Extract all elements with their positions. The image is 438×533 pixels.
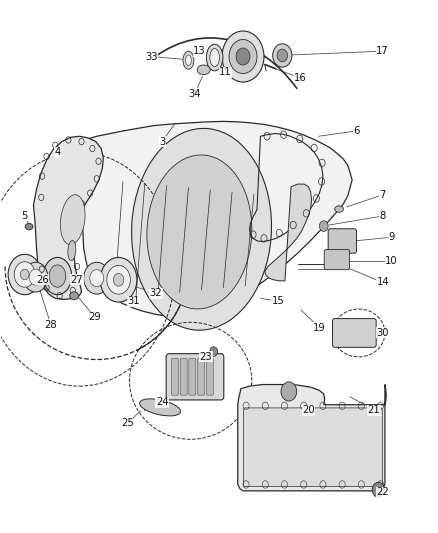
- Text: 4: 4: [54, 147, 60, 157]
- Ellipse shape: [210, 49, 219, 67]
- Text: 23: 23: [200, 352, 212, 362]
- Ellipse shape: [147, 155, 252, 309]
- Text: 16: 16: [293, 73, 306, 83]
- FancyBboxPatch shape: [180, 359, 187, 395]
- Circle shape: [372, 482, 385, 497]
- Polygon shape: [238, 384, 386, 491]
- FancyBboxPatch shape: [171, 359, 178, 395]
- Text: 6: 6: [353, 126, 360, 136]
- Circle shape: [281, 382, 297, 401]
- Text: 22: 22: [376, 488, 389, 497]
- FancyBboxPatch shape: [206, 359, 213, 395]
- Circle shape: [84, 262, 110, 294]
- Text: 30: 30: [377, 328, 389, 338]
- FancyBboxPatch shape: [332, 319, 376, 348]
- Text: 7: 7: [380, 190, 386, 200]
- Text: 11: 11: [219, 68, 232, 77]
- Circle shape: [236, 48, 250, 65]
- Ellipse shape: [43, 257, 72, 295]
- Text: 29: 29: [88, 312, 101, 322]
- FancyBboxPatch shape: [166, 354, 224, 400]
- Circle shape: [20, 269, 29, 280]
- Ellipse shape: [68, 240, 76, 261]
- Circle shape: [90, 270, 104, 287]
- Text: 26: 26: [36, 275, 49, 285]
- Circle shape: [210, 347, 218, 357]
- Text: 20: 20: [302, 405, 315, 415]
- Circle shape: [229, 39, 257, 74]
- Ellipse shape: [49, 265, 66, 287]
- FancyBboxPatch shape: [328, 229, 357, 253]
- Ellipse shape: [70, 292, 78, 300]
- FancyBboxPatch shape: [244, 408, 382, 487]
- Text: 25: 25: [121, 418, 134, 429]
- Ellipse shape: [206, 44, 223, 71]
- Ellipse shape: [131, 128, 272, 330]
- Circle shape: [107, 265, 131, 294]
- Circle shape: [29, 269, 42, 285]
- Circle shape: [319, 221, 328, 231]
- Ellipse shape: [25, 223, 33, 230]
- Ellipse shape: [140, 399, 180, 416]
- Ellipse shape: [60, 195, 85, 245]
- Text: 33: 33: [145, 52, 158, 61]
- Text: 19: 19: [313, 322, 326, 333]
- Ellipse shape: [183, 51, 194, 69]
- Text: 8: 8: [380, 211, 386, 221]
- Ellipse shape: [197, 65, 210, 75]
- FancyBboxPatch shape: [198, 359, 205, 395]
- Ellipse shape: [186, 55, 191, 66]
- Text: 5: 5: [21, 211, 28, 221]
- Text: 14: 14: [376, 278, 389, 287]
- Polygon shape: [81, 122, 352, 316]
- Text: 24: 24: [156, 397, 169, 407]
- Circle shape: [277, 49, 288, 62]
- Ellipse shape: [335, 206, 343, 212]
- FancyBboxPatch shape: [324, 249, 350, 270]
- Text: 28: 28: [45, 320, 57, 330]
- Circle shape: [8, 254, 41, 295]
- Circle shape: [100, 257, 137, 302]
- Circle shape: [222, 31, 264, 82]
- Text: 17: 17: [376, 46, 389, 56]
- Text: 9: 9: [388, 232, 395, 243]
- Text: 10: 10: [385, 256, 398, 266]
- Polygon shape: [33, 136, 103, 300]
- Text: 27: 27: [71, 275, 84, 285]
- Circle shape: [23, 262, 48, 292]
- Text: 34: 34: [189, 88, 201, 99]
- Text: 32: 32: [149, 288, 162, 298]
- Text: 21: 21: [367, 405, 380, 415]
- Circle shape: [273, 44, 292, 67]
- Text: 13: 13: [193, 46, 206, 56]
- Circle shape: [113, 273, 124, 286]
- Text: 31: 31: [127, 296, 140, 306]
- FancyBboxPatch shape: [189, 359, 196, 395]
- Circle shape: [14, 262, 35, 287]
- Polygon shape: [265, 184, 311, 281]
- Text: 3: 3: [159, 136, 166, 147]
- Text: 15: 15: [272, 296, 284, 306]
